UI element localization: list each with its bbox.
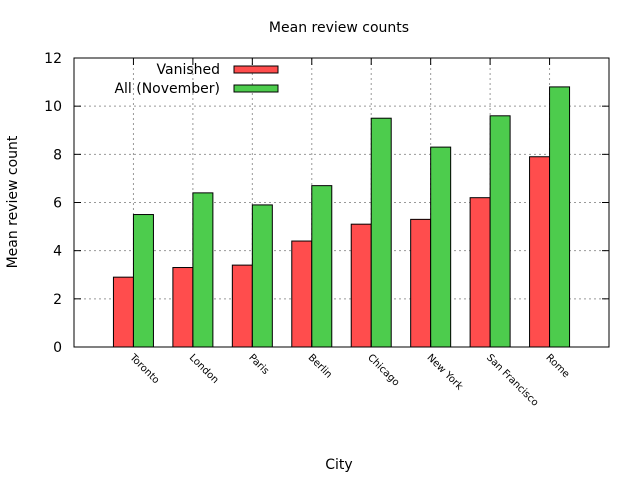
x-tick-label: London <box>187 352 221 386</box>
bar-vanished-toronto <box>112 276 134 348</box>
legend-swatch-vanished <box>233 65 279 74</box>
bar-vanished-new-york <box>410 218 432 348</box>
bar-all-november-london <box>192 192 214 348</box>
bars <box>112 86 571 348</box>
legend-label-vanished: Vanished <box>157 62 221 78</box>
x-tick-label: Rome <box>543 352 571 380</box>
y-tick-label: 4 <box>53 244 62 260</box>
bar-vanished-paris <box>231 264 253 348</box>
legend-label-all-november: All (November) <box>114 81 220 97</box>
x-tick-label: New York <box>425 352 465 392</box>
y-axis-ticks: 0 2 4 6 8 10 12 <box>44 51 609 356</box>
y-tick-label: 2 <box>53 292 62 308</box>
bar-vanished-san-francisco <box>469 197 491 348</box>
y-tick-label: 0 <box>53 340 62 356</box>
bar-vanished-berlin <box>291 240 313 348</box>
legend: Vanished All (November) <box>114 62 279 97</box>
x-axis-label: City <box>325 457 352 473</box>
gridlines <box>74 58 609 347</box>
bar-all-november-berlin <box>311 185 333 348</box>
y-tick-label: 10 <box>44 99 62 115</box>
bar-vanished-london <box>172 267 194 348</box>
x-tick-label: San Francisco <box>484 352 540 408</box>
y-axis-label: Mean review count <box>5 135 21 268</box>
y-tick-label: 12 <box>44 51 62 67</box>
bar-vanished-chicago <box>350 223 372 348</box>
bar-vanished-rome <box>529 156 551 348</box>
x-tick-label: Chicago <box>365 352 401 388</box>
y-tick-label: 6 <box>53 196 62 212</box>
y-tick-label: 8 <box>53 147 62 163</box>
bar-all-november-toronto <box>132 214 154 348</box>
bar-all-november-rome <box>549 86 571 348</box>
legend-swatch-all-november <box>233 84 279 93</box>
bar-all-november-san-francisco <box>489 115 511 348</box>
x-tick-label: Paris <box>246 352 271 377</box>
chart-title: Mean review counts <box>269 20 409 36</box>
bar-all-november-chicago <box>370 117 392 348</box>
bar-all-november-paris <box>251 204 273 348</box>
x-tick-label: Berlin <box>306 352 334 380</box>
bar-all-november-new-york <box>430 146 452 348</box>
x-tick-label: Toronto <box>127 352 162 387</box>
